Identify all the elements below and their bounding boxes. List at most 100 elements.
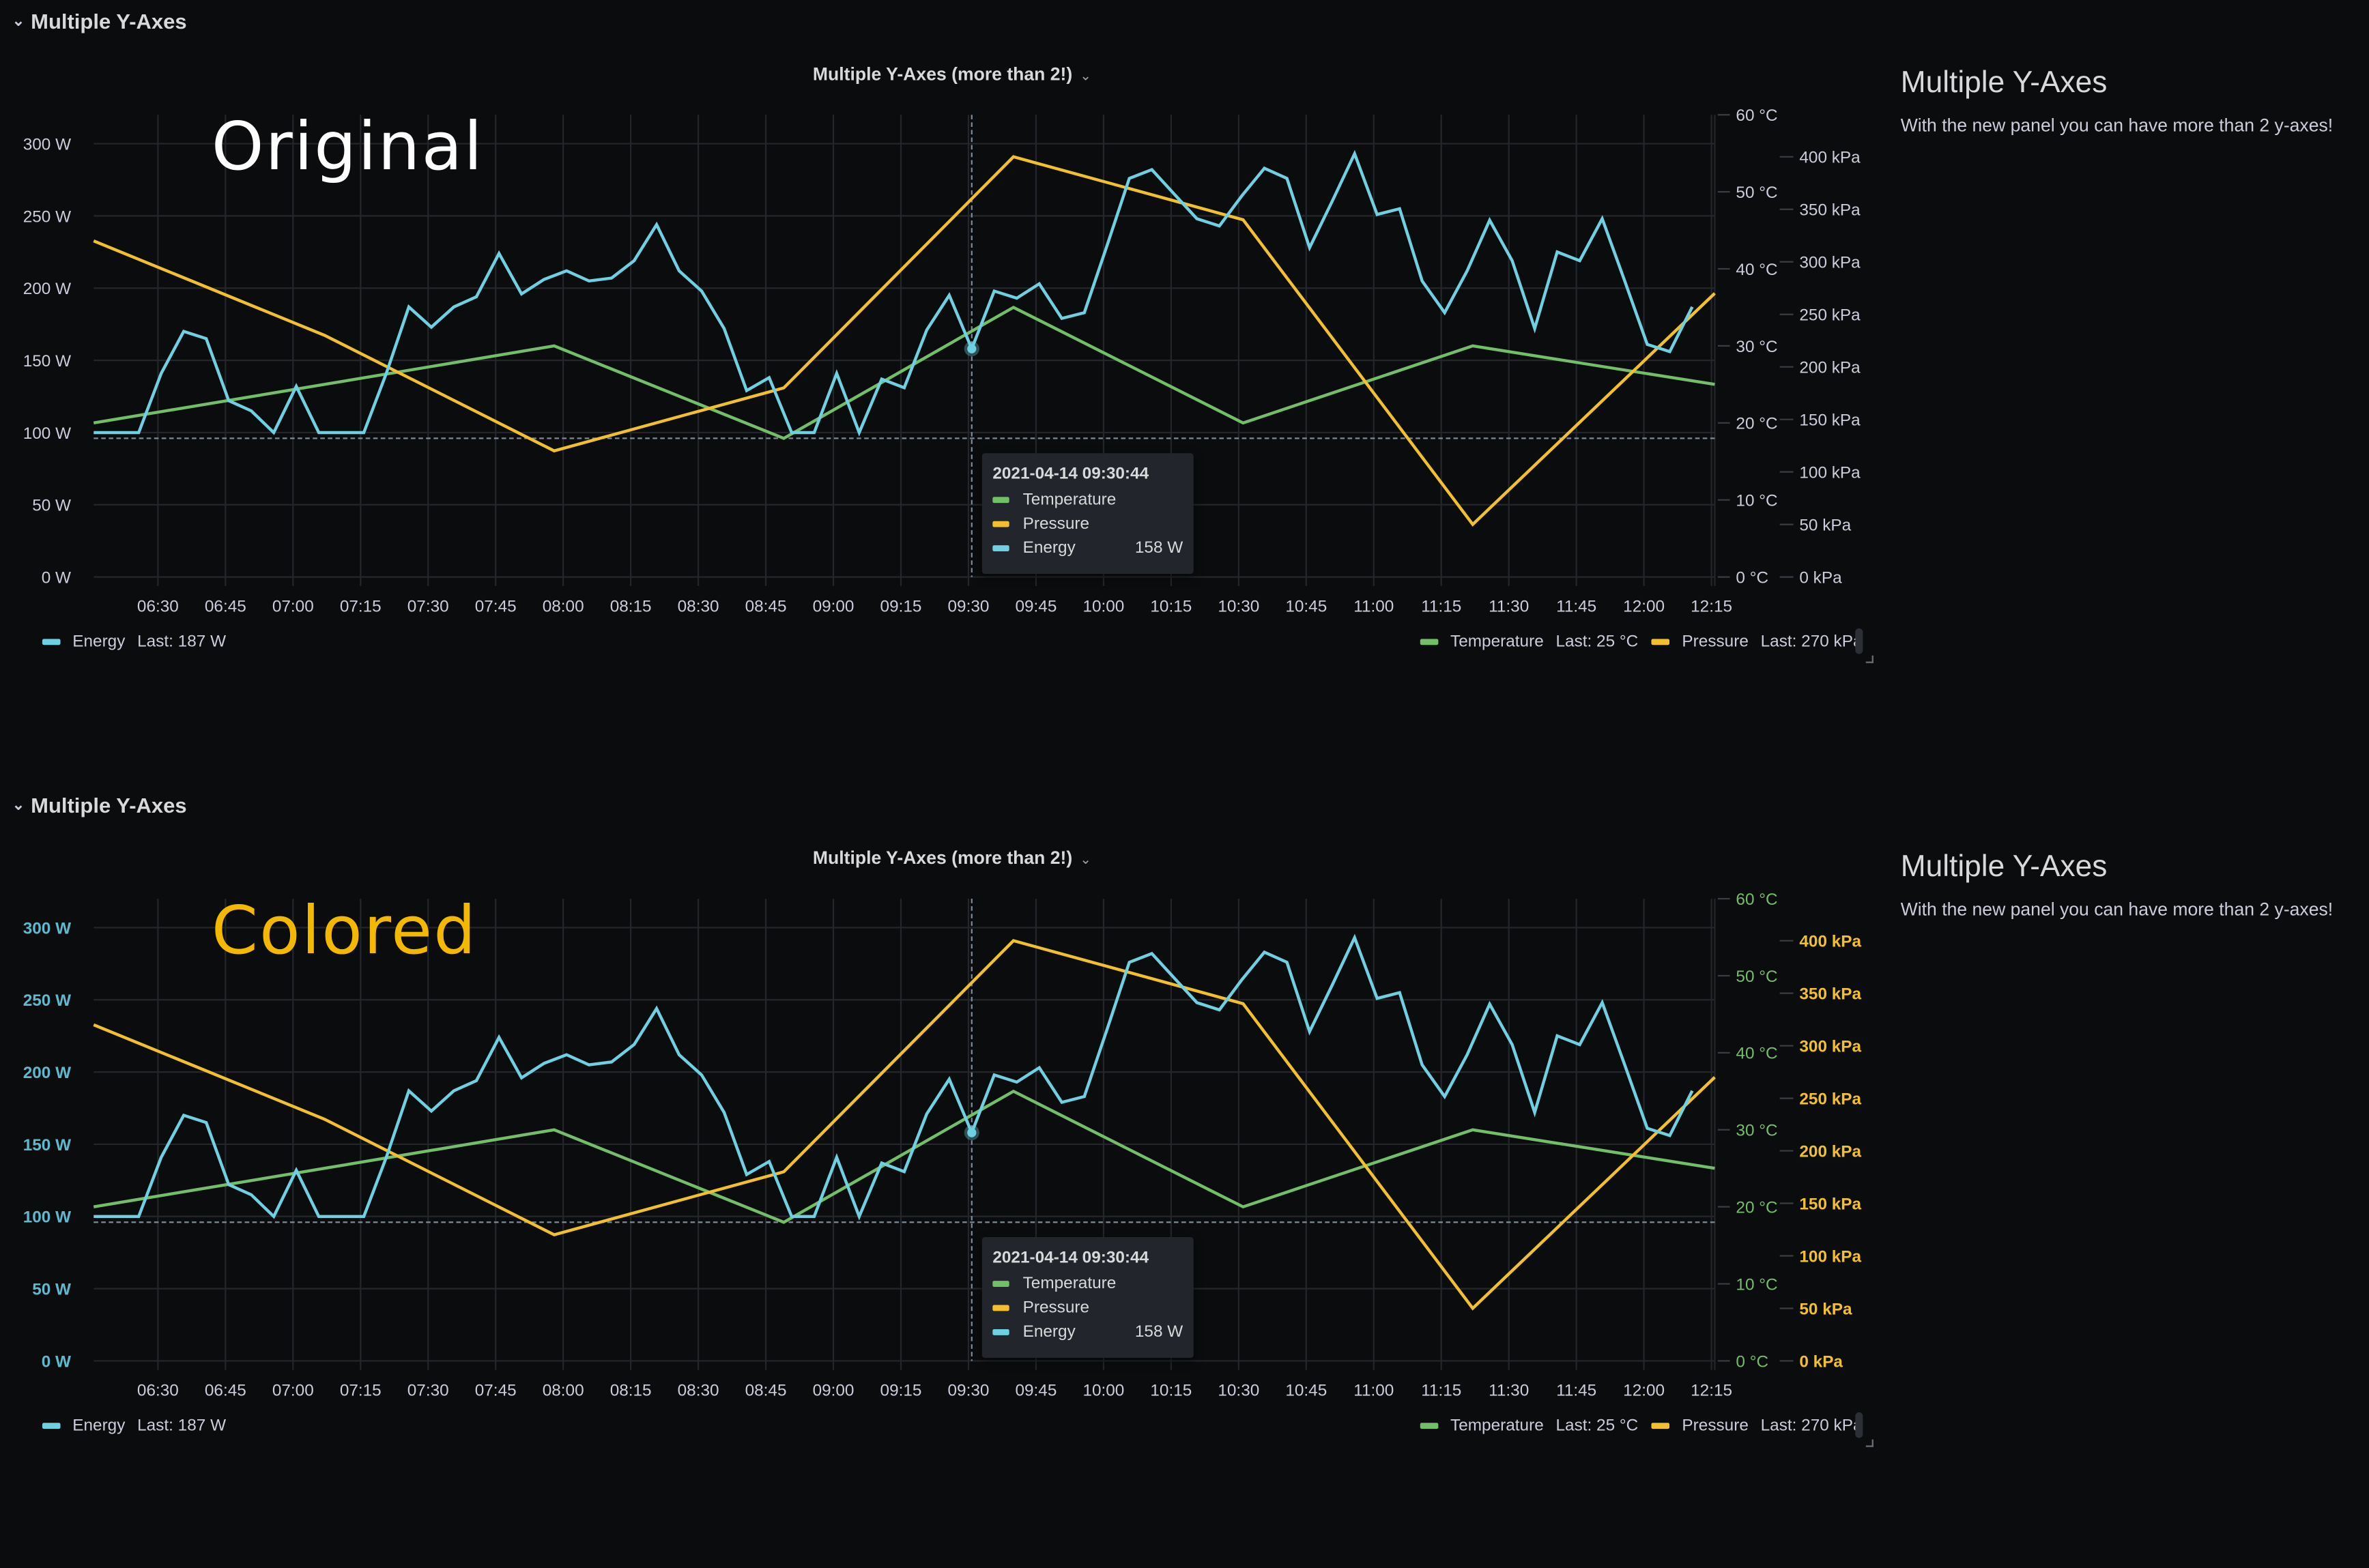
tooltip-series-name: Pressure xyxy=(1022,1298,1090,1318)
energy-axis-label: 50 W xyxy=(32,1280,71,1298)
tooltip-time: 2021-04-14 09:30:44 xyxy=(992,1249,1149,1268)
row-title: Multiple Y-Axes xyxy=(31,793,187,817)
x-tick-label: 08:30 xyxy=(678,1381,719,1399)
legend-series-name: Energy xyxy=(72,633,126,652)
series-line-energy xyxy=(94,933,1694,1221)
legend-right: Temperature Last: 25 °C Pressure Last: 270… xyxy=(1420,1417,1876,1435)
x-tick-label: 07:30 xyxy=(407,598,449,616)
x-tick-label: 06:30 xyxy=(137,1381,179,1399)
tooltip-series-name: Temperature xyxy=(1022,1275,1117,1293)
tooltip-series-name: Pressure xyxy=(1022,514,1090,534)
x-tick-label: 12:00 xyxy=(1623,598,1665,616)
legend-last-value: Last: 25 °C xyxy=(1555,1417,1639,1435)
x-tick-label: 11:15 xyxy=(1421,598,1461,616)
legend-item-pressure[interactable]: Pressure Last: 270 kPa xyxy=(1652,1417,1863,1435)
series-color-swatch xyxy=(1420,639,1439,645)
temperature-axis-label: 10 °C xyxy=(1736,492,1777,510)
timeseries-chart[interactable]: 06:30 06:45 07:00 07:15 07:30 07:45 08:00 08:15… xyxy=(0,784,1873,1456)
dashboard: ⌄ Multiple Y-Axes Multiple Y-Axes (more … xyxy=(0,0,2334,1456)
temperature-axis-label: 30 °C xyxy=(1736,1122,1777,1140)
temperature-axis-label: 30 °C xyxy=(1736,338,1777,356)
dashboard-row-original: ⌄ Multiple Y-Axes Multiple Y-Axes (more … xyxy=(0,0,2334,672)
pressure-axis-label: 300 kPa xyxy=(1799,1037,1861,1056)
pressure-axis-label: 200 kPa xyxy=(1799,359,1861,377)
tooltip-series-name: Energy xyxy=(1022,539,1076,557)
row-header[interactable]: ⌄ Multiple Y-Axes xyxy=(12,9,187,33)
legend-item-energy[interactable]: Energy Last: 187 W xyxy=(42,1417,226,1435)
series-color-swatch xyxy=(1420,1423,1439,1429)
x-tick-label: 09:00 xyxy=(813,598,855,616)
tooltip-row-temperature: Temperature xyxy=(992,1275,1183,1293)
pressure-axis-label: 0 kPa xyxy=(1799,1352,1843,1371)
pressure-axis-label: 200 kPa xyxy=(1799,1142,1861,1161)
series-color-swatch xyxy=(992,521,1009,527)
legend-item-energy[interactable]: Energy Last: 187 W xyxy=(42,633,226,651)
panel-title-menu[interactable]: Multiple Y-Axes (more than 2!) ⌄ xyxy=(813,847,1091,869)
row-header[interactable]: ⌄ Multiple Y-Axes xyxy=(12,793,187,817)
x-tick-label: 11:00 xyxy=(1353,1381,1394,1399)
tooltip-time: 2021-04-14 09:30:44 xyxy=(992,465,1149,484)
tooltip-value: 158 W xyxy=(1134,539,1183,557)
x-tick-label: 07:45 xyxy=(475,1381,517,1399)
x-tick-label: 12:00 xyxy=(1623,1381,1665,1399)
timeseries-chart[interactable]: 06:30 06:45 07:00 07:15 07:30 07:45 08:00 08:15… xyxy=(0,0,1873,672)
tooltip-series-name: Temperature xyxy=(1022,491,1117,509)
series-color-swatch xyxy=(992,1305,1009,1311)
energy-axis-label: 150 W xyxy=(23,352,71,371)
series-color-swatch xyxy=(42,1423,61,1429)
energy-axis-label: 250 W xyxy=(23,207,71,226)
x-tick-label: 10:30 xyxy=(1218,1381,1259,1399)
series-color-swatch xyxy=(992,1281,1009,1287)
panel-title-menu[interactable]: Multiple Y-Axes (more than 2!) ⌄ xyxy=(813,63,1091,85)
x-tick-label: 08:45 xyxy=(745,1381,787,1399)
tooltip: 2021-04-14 09:30:44 Temperature Pressure… xyxy=(981,453,1194,575)
legend-series-name: Energy xyxy=(72,1417,126,1435)
legend-scrollbar[interactable] xyxy=(1855,628,1863,654)
temperature-axis-label: 40 °C xyxy=(1736,1045,1777,1063)
tooltip-row-energy: Energy 158 W xyxy=(992,539,1183,557)
row-title: Multiple Y-Axes xyxy=(31,9,187,33)
legend-item-temperature[interactable]: Temperature Last: 25 °C xyxy=(1420,633,1638,651)
pressure-axis-label: 350 kPa xyxy=(1799,985,1861,1003)
legend-item-temperature[interactable]: Temperature Last: 25 °C xyxy=(1420,1417,1638,1435)
series-line-energy xyxy=(94,149,1694,437)
temperature-axis-label: 0 °C xyxy=(1736,1352,1768,1371)
energy-axis-label: 100 W xyxy=(23,424,71,443)
tooltip: 2021-04-14 09:30:44 Temperature Pressure… xyxy=(981,1236,1194,1359)
text-panel: Multiple Y-Axes With the new panel you c… xyxy=(1901,850,2333,920)
overlay-label: Colored xyxy=(211,892,478,970)
panel-resize-handle[interactable] xyxy=(1865,1439,1873,1447)
x-tick-label: 11:30 xyxy=(1489,598,1529,616)
legend-last-value: Last: 270 kPa xyxy=(1760,1417,1863,1435)
x-tick-label: 08:45 xyxy=(745,598,787,616)
text-panel-body: With the new panel you can have more tha… xyxy=(1900,115,2334,136)
x-tick-label: 10:00 xyxy=(1082,598,1124,616)
series-color-swatch xyxy=(42,639,61,645)
x-tick-label: 08:15 xyxy=(610,1381,652,1399)
x-tick-label: 11:30 xyxy=(1489,1381,1529,1399)
panel-resize-handle[interactable] xyxy=(1865,655,1873,663)
x-tick-label: 08:00 xyxy=(543,1381,584,1399)
overlay-label: Original xyxy=(211,108,484,186)
legend-item-pressure[interactable]: Pressure Last: 270 kPa xyxy=(1652,633,1863,652)
series-color-swatch xyxy=(992,1329,1009,1335)
legend-scrollbar[interactable] xyxy=(1855,1412,1863,1438)
x-tick-label: 10:00 xyxy=(1082,1381,1124,1399)
panel-title: Multiple Y-Axes (more than 2!) xyxy=(812,847,1073,869)
x-tick-label: 07:15 xyxy=(340,1381,382,1399)
x-tick-label: 10:15 xyxy=(1150,1381,1192,1399)
tooltip-value: 158 W xyxy=(1134,1323,1183,1341)
pressure-axis-label: 150 kPa xyxy=(1799,411,1861,430)
legend-last-value: Last: 270 kPa xyxy=(1760,633,1863,652)
tooltip-row-pressure: Pressure xyxy=(992,514,1183,534)
tooltip-row-energy: Energy 158 W xyxy=(992,1323,1183,1341)
legend-left: Energy Last: 187 W xyxy=(42,1417,240,1435)
x-tick-label: 11:00 xyxy=(1353,598,1394,616)
pressure-axis-label: 250 kPa xyxy=(1799,1090,1861,1108)
pressure-axis-label: 350 kPa xyxy=(1799,201,1861,220)
legend-series-name: Temperature xyxy=(1450,633,1544,652)
x-tick-label: 10:15 xyxy=(1150,598,1192,616)
x-tick-label: 09:00 xyxy=(813,1381,855,1399)
legend-last-value: Last: 187 W xyxy=(137,1417,227,1435)
x-tick-label: 09:45 xyxy=(1015,598,1057,616)
